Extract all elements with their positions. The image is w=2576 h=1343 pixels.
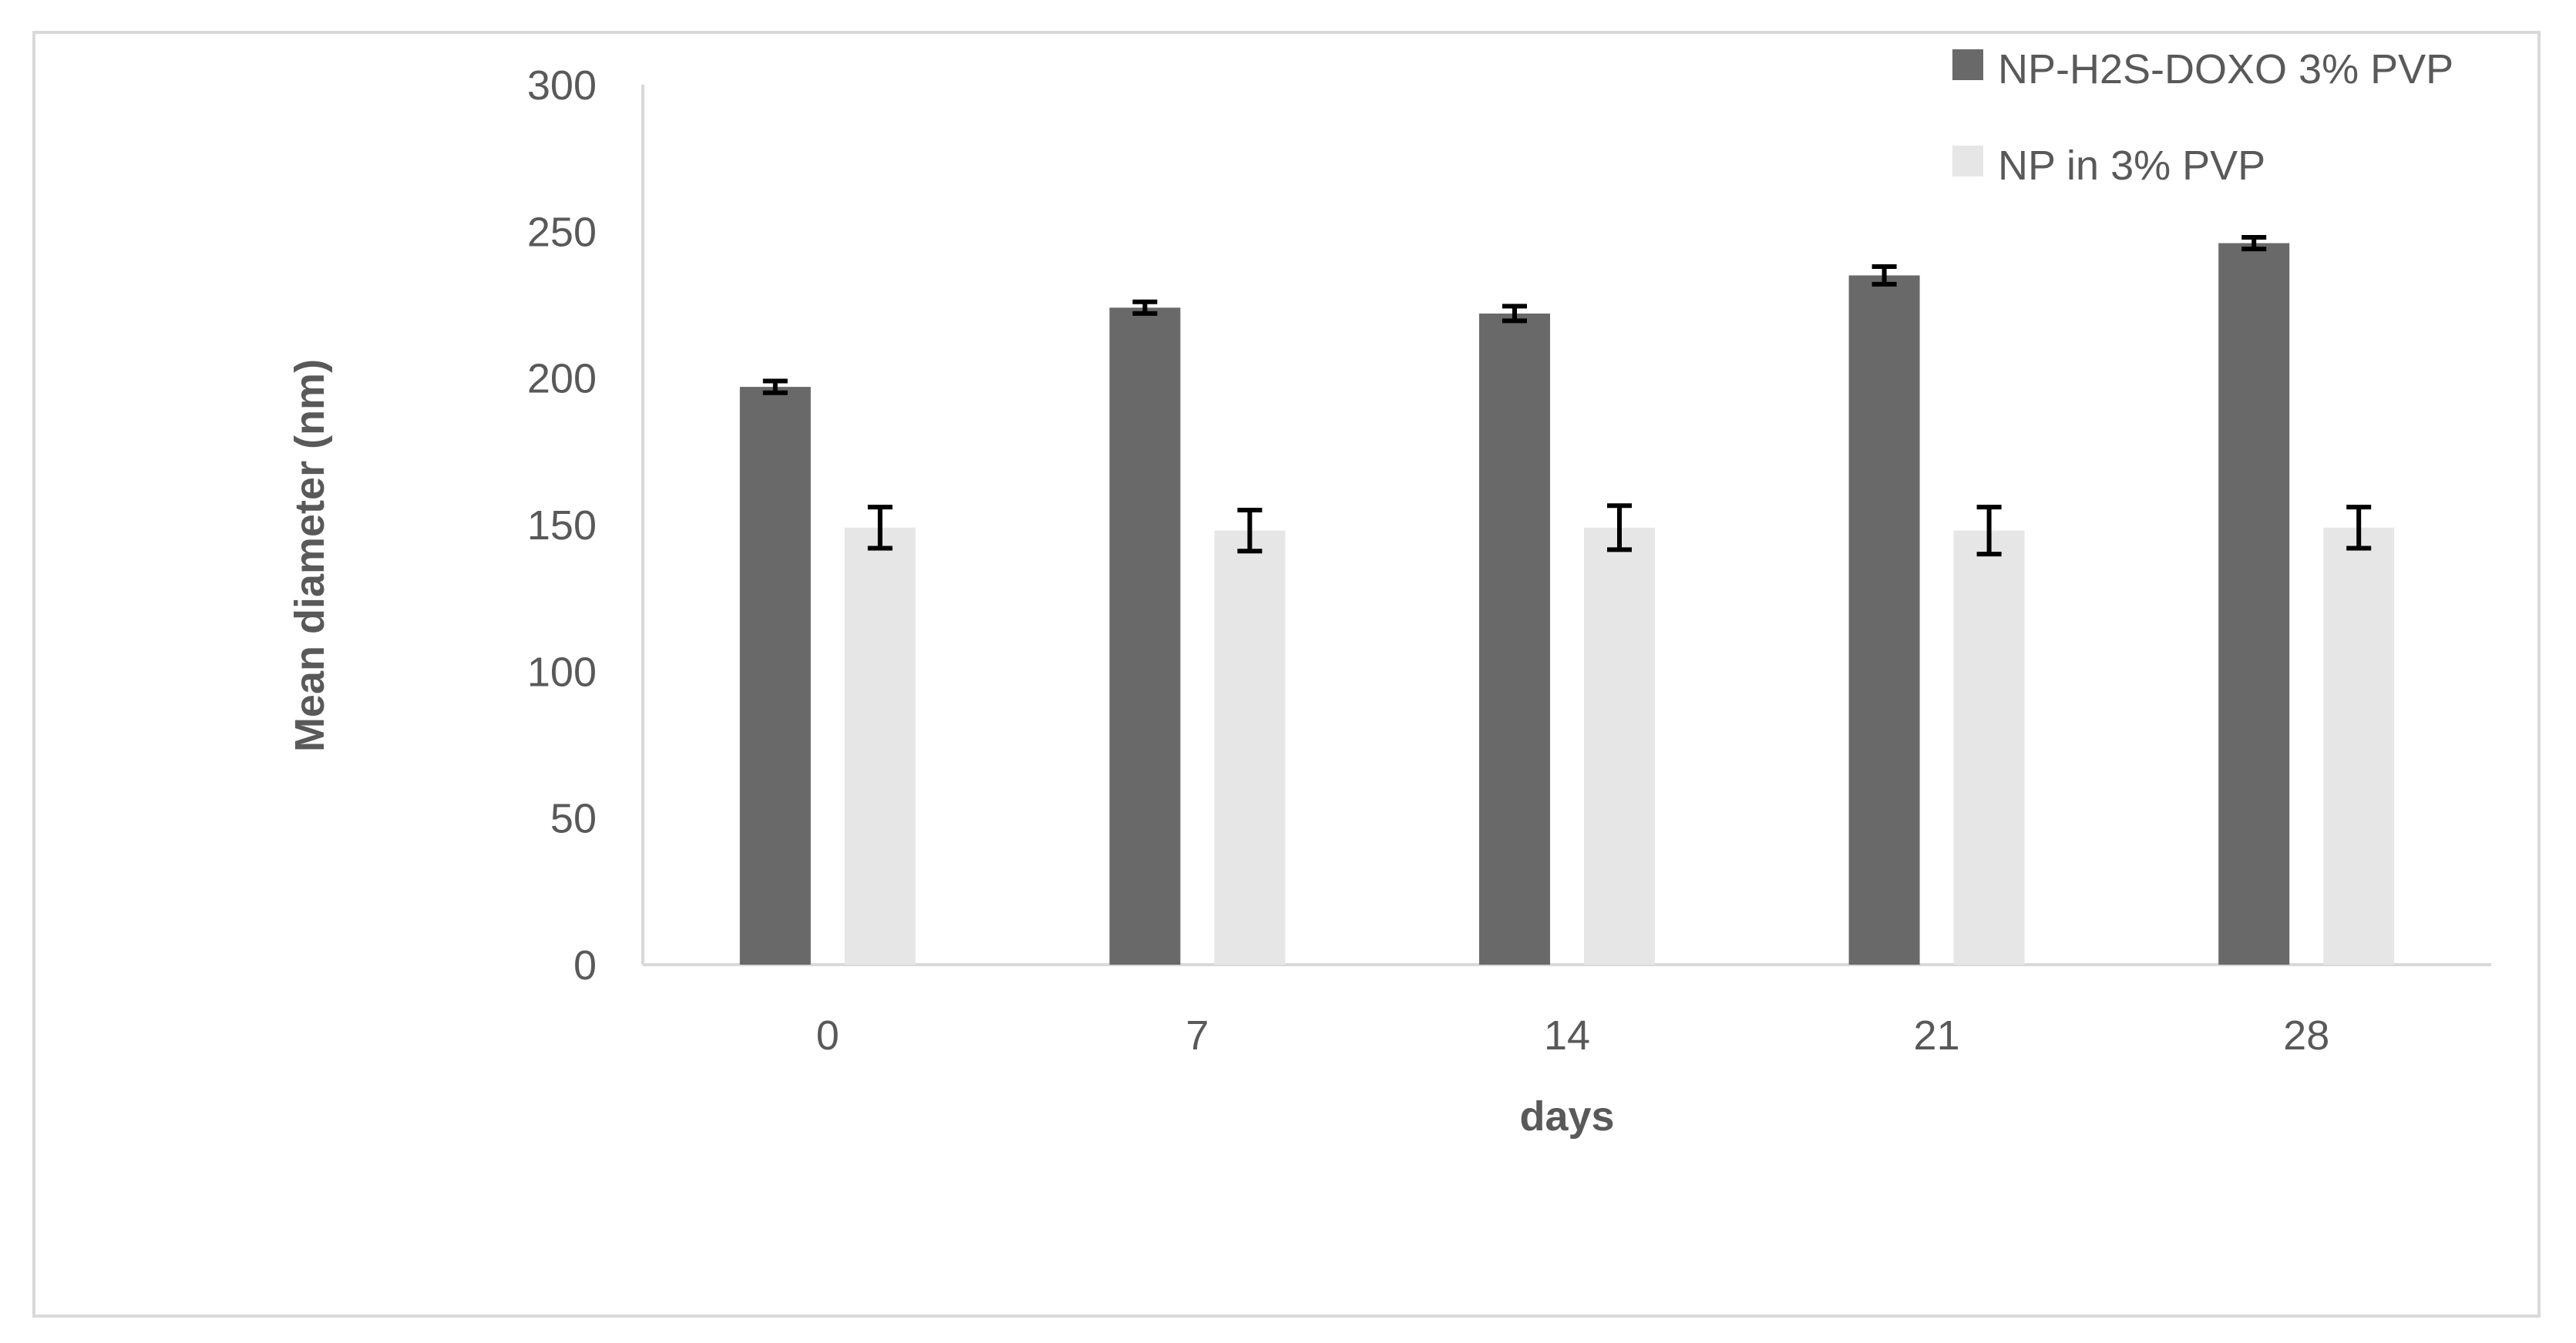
x-tick-label: 21: [1914, 1012, 1960, 1059]
legend-item: NP-H2S-DOXO 3% PVP: [1952, 46, 2453, 92]
x-tick-label: 0: [816, 1012, 839, 1059]
legend-item: NP in 3% PVP: [1952, 143, 2265, 189]
error-bar: [2346, 505, 2372, 551]
legend-label: NP in 3% PVP: [1998, 143, 2265, 189]
error-bar: [1237, 507, 1263, 554]
error-bar: [1976, 505, 2002, 557]
error-bar: [762, 378, 788, 395]
error-bar: [1607, 503, 1632, 552]
bar: [1214, 530, 1286, 965]
error-bar: [2241, 234, 2267, 252]
y-tick-label: 50: [550, 796, 597, 842]
y-axis-ticks: 0 50 100 150 200 250 300: [527, 62, 597, 989]
error-bar: [1132, 299, 1158, 316]
bars: [739, 243, 2395, 965]
bar: [1953, 530, 2025, 965]
error-bar: [867, 505, 893, 551]
error-bar: [1871, 264, 1897, 287]
legend: NP-H2S-DOXO 3% PVP NP in 3% PVP: [1952, 46, 2453, 189]
chart-frame: [32, 31, 2541, 1318]
y-axis-title: Mean diameter (nm): [287, 359, 333, 752]
legend-label: NP-H2S-DOXO 3% PVP: [1998, 46, 2453, 92]
y-tick-label: 150: [527, 502, 597, 549]
bar: [1584, 527, 1655, 965]
axes: [641, 85, 2491, 966]
bar: [1479, 313, 1550, 965]
x-tick-label: 7: [1185, 1012, 1209, 1059]
bar: [2218, 243, 2290, 965]
bar: [1848, 275, 1920, 965]
x-tick-label: 28: [2283, 1012, 2329, 1059]
y-tick-label: 200: [527, 356, 597, 402]
y-tick-label: 250: [527, 209, 597, 255]
error-bars: [762, 234, 2372, 557]
y-tick-label: 100: [527, 649, 597, 695]
legend-swatch: [1952, 49, 1983, 80]
x-axis-ticks: 0 7 14 21 28: [816, 1012, 2329, 1059]
bar: [2323, 527, 2395, 965]
bar: [844, 527, 916, 965]
y-tick-label: 0: [573, 942, 597, 989]
error-bar: [1502, 304, 1527, 324]
x-axis-title: days: [1519, 1093, 1614, 1140]
bar: [1109, 307, 1181, 965]
x-tick-label: 14: [1544, 1012, 1590, 1059]
legend-swatch: [1952, 146, 1983, 176]
y-tick-label: 300: [527, 62, 597, 109]
bar: [739, 387, 811, 965]
